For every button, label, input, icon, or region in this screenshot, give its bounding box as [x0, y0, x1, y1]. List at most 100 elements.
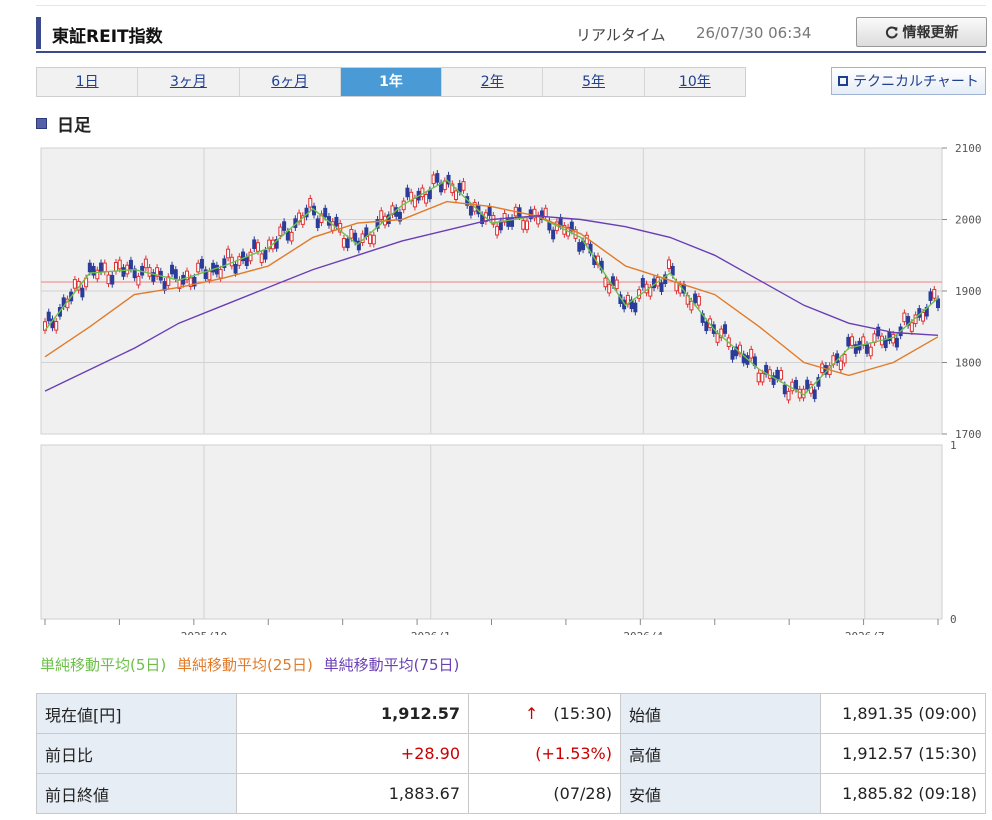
- candle-body: [345, 238, 350, 249]
- tab-2y[interactable]: 2年: [442, 68, 544, 96]
- candle-body: [861, 336, 866, 346]
- table-row: 前日終値 1,883.67 (07/28) 安値 1,885.82 (09:18…: [36, 773, 986, 814]
- candle-body: [184, 270, 189, 281]
- candle-body: [782, 384, 787, 395]
- candle-body: [838, 360, 843, 371]
- window-icon: [838, 76, 849, 86]
- candle-body: [166, 276, 171, 286]
- prev-close-label: 前日終値: [36, 773, 237, 814]
- candle-body: [659, 282, 664, 292]
- tab-3m[interactable]: 3ヶ月: [138, 68, 240, 96]
- refresh-button[interactable]: 情報更新: [856, 17, 987, 47]
- candle-body: [603, 277, 608, 288]
- technical-chart-label: テクニカルチャート: [853, 74, 979, 90]
- candle-body: [91, 265, 96, 276]
- candle-body: [151, 272, 156, 282]
- low-value: 1,885.82 (09:18): [820, 773, 986, 814]
- axis-labels: 2100 2000 1900 1800 1700 2025/10 2026/1 2026/4 2…: [181, 142, 982, 635]
- candle-body: [222, 258, 227, 268]
- tab-5y[interactable]: 5年: [543, 68, 645, 96]
- square-bullet-icon: [36, 118, 47, 129]
- open-value: 1,891.35 (09:00): [820, 693, 986, 734]
- candle-body: [353, 232, 358, 243]
- candle-body: [741, 353, 746, 364]
- candle-body: [80, 287, 85, 298]
- candle-body: [308, 197, 313, 208]
- candle-body: [397, 211, 402, 222]
- candle-body: [278, 226, 283, 237]
- candle-body: [666, 259, 671, 270]
- candle-body: [760, 372, 765, 383]
- high-label: 高値: [620, 733, 821, 774]
- candle-body: [117, 259, 122, 270]
- candle-body: [756, 372, 761, 383]
- sma-line-0: [44, 179, 939, 396]
- low-label: 安値: [620, 773, 821, 814]
- candle-body: [106, 274, 111, 285]
- candle-body: [226, 248, 231, 259]
- candle-body: [704, 321, 709, 332]
- candle-body: [300, 215, 305, 225]
- tab-1y[interactable]: 1年: [340, 68, 443, 96]
- chart-legend: 単純移動平均(5日) 単純移動平均(25日) 単純移動平均(75日): [40, 654, 465, 675]
- candle-body: [532, 208, 537, 219]
- candle-body: [233, 263, 238, 274]
- candle-body: [805, 379, 810, 390]
- volume-tick-label: 1: [950, 439, 957, 452]
- candle-body: [850, 336, 855, 346]
- candle-body: [128, 259, 133, 270]
- candle-body: [842, 353, 847, 364]
- candle-body: [786, 390, 791, 401]
- candle-body: [521, 220, 526, 230]
- candle-body: [349, 228, 354, 239]
- candle-body: [767, 369, 772, 379]
- current-price-label: 現在値[円]: [36, 693, 237, 734]
- candle-body: [143, 258, 148, 269]
- candle-body: [868, 346, 873, 357]
- table-row: 現在値[円] 1,912.57 ↑ (15:30) 始値 1,891.35 (0…: [36, 693, 986, 734]
- candle-body: [170, 264, 175, 275]
- candle-body: [779, 370, 784, 380]
- high-value: 1,912.57 (15:30): [820, 733, 986, 774]
- candle-body: [715, 333, 720, 343]
- candle-body: [241, 251, 246, 262]
- header: 東証REIT指数 リアルタイム 26/07/30 06:34 情報更新: [36, 15, 987, 53]
- legend-item-sma75: 単純移動平均(75日): [323, 656, 460, 674]
- candle-body: [274, 239, 279, 249]
- legend-item-sma5: 単純移動平均(5日): [40, 656, 167, 674]
- candle-body: [723, 324, 728, 334]
- candle-body: [319, 213, 324, 224]
- change-value: +28.90: [236, 733, 469, 774]
- change-percent: (+1.53%): [468, 733, 621, 774]
- price-chart: 2100 2000 1900 1800 1700 2025/10 2026/1 2026/4 2…: [40, 142, 982, 635]
- candle-body: [431, 174, 436, 185]
- candle-body: [289, 231, 294, 242]
- candle-body: [248, 251, 253, 262]
- candle-body: [155, 267, 160, 277]
- tab-10y[interactable]: 10年: [678, 74, 711, 90]
- tab-1d[interactable]: 1日: [37, 68, 139, 96]
- candle-body: [921, 311, 926, 322]
- candle-body: [46, 311, 51, 322]
- candle-body: [894, 337, 899, 348]
- candle-body: [640, 278, 645, 288]
- section-label: 日足: [57, 116, 91, 136]
- candle-body: [719, 328, 724, 339]
- candle-body: [110, 274, 115, 285]
- candle-body: [412, 197, 417, 208]
- tab-6m[interactable]: 6ヶ月: [240, 68, 341, 96]
- candle-body: [932, 289, 937, 299]
- candle-body: [356, 240, 361, 251]
- candle-body: [775, 369, 780, 380]
- candle-body: [203, 269, 208, 280]
- candle-body: [95, 269, 100, 280]
- candle-body: [267, 239, 272, 250]
- candle-body: [211, 262, 216, 273]
- candle-body: [285, 230, 290, 241]
- candle-body: [263, 249, 268, 260]
- sma-line-2: [44, 215, 939, 392]
- candle-body: [199, 258, 204, 269]
- candle-body: [341, 238, 346, 248]
- technical-chart-button[interactable]: テクニカルチャート: [831, 67, 986, 95]
- candle-body: [420, 187, 425, 198]
